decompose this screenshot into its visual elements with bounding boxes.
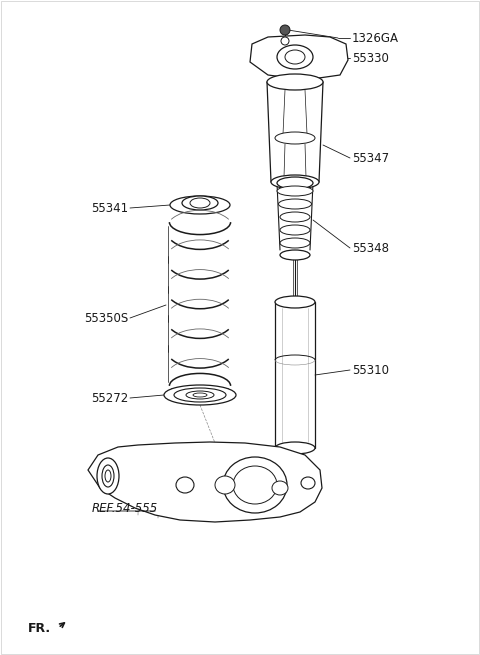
Ellipse shape (301, 477, 315, 489)
Ellipse shape (275, 132, 315, 144)
Ellipse shape (176, 477, 194, 493)
Ellipse shape (223, 457, 287, 513)
Ellipse shape (280, 212, 310, 222)
Text: 55348: 55348 (352, 242, 389, 255)
Polygon shape (250, 35, 348, 80)
Ellipse shape (283, 456, 307, 480)
Text: REF.54-555: REF.54-555 (92, 502, 158, 514)
Ellipse shape (186, 391, 214, 399)
Ellipse shape (280, 250, 310, 260)
Text: FR.: FR. (28, 622, 51, 635)
Text: 55341: 55341 (91, 202, 128, 214)
Ellipse shape (285, 50, 305, 64)
Text: 1326GA: 1326GA (352, 31, 399, 45)
Ellipse shape (174, 388, 226, 402)
Ellipse shape (190, 198, 210, 208)
Text: 55330: 55330 (352, 52, 389, 64)
Ellipse shape (97, 458, 119, 494)
Ellipse shape (278, 199, 312, 209)
Ellipse shape (275, 442, 315, 454)
Ellipse shape (280, 238, 310, 248)
Ellipse shape (280, 225, 310, 235)
Ellipse shape (193, 393, 207, 397)
Ellipse shape (275, 296, 315, 308)
Ellipse shape (105, 470, 111, 482)
Ellipse shape (277, 45, 313, 69)
Text: 55272: 55272 (91, 392, 128, 405)
Text: 55350S: 55350S (84, 312, 128, 324)
Text: 55347: 55347 (352, 151, 389, 164)
Ellipse shape (271, 175, 319, 189)
Ellipse shape (281, 37, 289, 45)
Ellipse shape (289, 462, 301, 474)
Ellipse shape (277, 177, 313, 189)
Ellipse shape (215, 476, 235, 494)
Polygon shape (88, 442, 322, 522)
Ellipse shape (267, 74, 323, 90)
Text: 55310: 55310 (352, 364, 389, 377)
Ellipse shape (102, 465, 114, 487)
Ellipse shape (164, 385, 236, 405)
Ellipse shape (272, 481, 288, 495)
Ellipse shape (277, 186, 313, 196)
Ellipse shape (233, 466, 277, 504)
Ellipse shape (170, 196, 230, 214)
Ellipse shape (182, 196, 218, 210)
Ellipse shape (280, 25, 290, 35)
